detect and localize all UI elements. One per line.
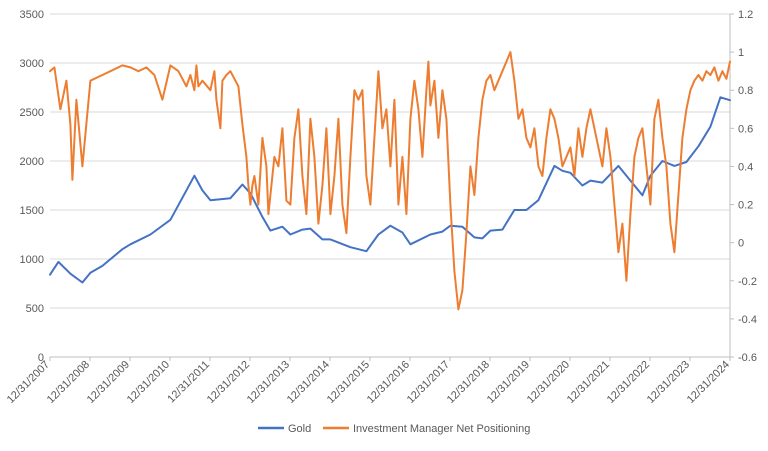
x-axis: 12/31/200712/31/200812/31/200912/31/2010… (5, 356, 732, 406)
right-tick-label: 0.8 (738, 85, 753, 97)
left-tick-label: 1500 (20, 205, 44, 217)
x-tick-label: 12/31/2010 (125, 359, 172, 406)
left-y-axis: 0 500 1000 1500 2000 2500 3000 3500 (20, 9, 44, 364)
left-tick-label: 500 (26, 303, 44, 315)
left-tick-label: 3500 (20, 9, 44, 21)
right-tick-label: 0.6 (738, 123, 753, 135)
legend: Gold Investment Manager Net Positioning (258, 423, 530, 435)
left-tick-label: 2000 (20, 156, 44, 168)
left-tick-label: 1000 (20, 254, 44, 266)
gold-series-line (49, 96, 731, 284)
right-tick-label: 1 (738, 47, 744, 59)
right-tick-label: 0 (738, 238, 744, 250)
right-tick-label: -0.4 (738, 314, 757, 326)
x-tick-label: 12/31/2024 (685, 359, 732, 406)
right-tick-label: 0.2 (738, 200, 753, 212)
left-tick-label: 0 (38, 352, 44, 364)
left-tick-label: 2500 (20, 107, 44, 119)
left-tick-label: 3000 (20, 58, 44, 70)
right-y-axis: -0.6 -0.4 -0.2 0 0.2 0.4 0.6 0.8 1 1.2 (729, 9, 757, 364)
series-lines (49, 51, 731, 311)
positioning-series-line (49, 51, 731, 311)
gridlines (50, 13, 730, 358)
legend-gold-label: Gold (288, 423, 311, 435)
right-tick-label: 0.4 (738, 161, 753, 173)
right-tick-label: -0.6 (738, 352, 757, 364)
right-tick-label: -0.2 (738, 276, 757, 288)
right-tick-label: 1.2 (738, 9, 753, 21)
legend-positioning-label: Investment Manager Net Positioning (353, 423, 530, 435)
